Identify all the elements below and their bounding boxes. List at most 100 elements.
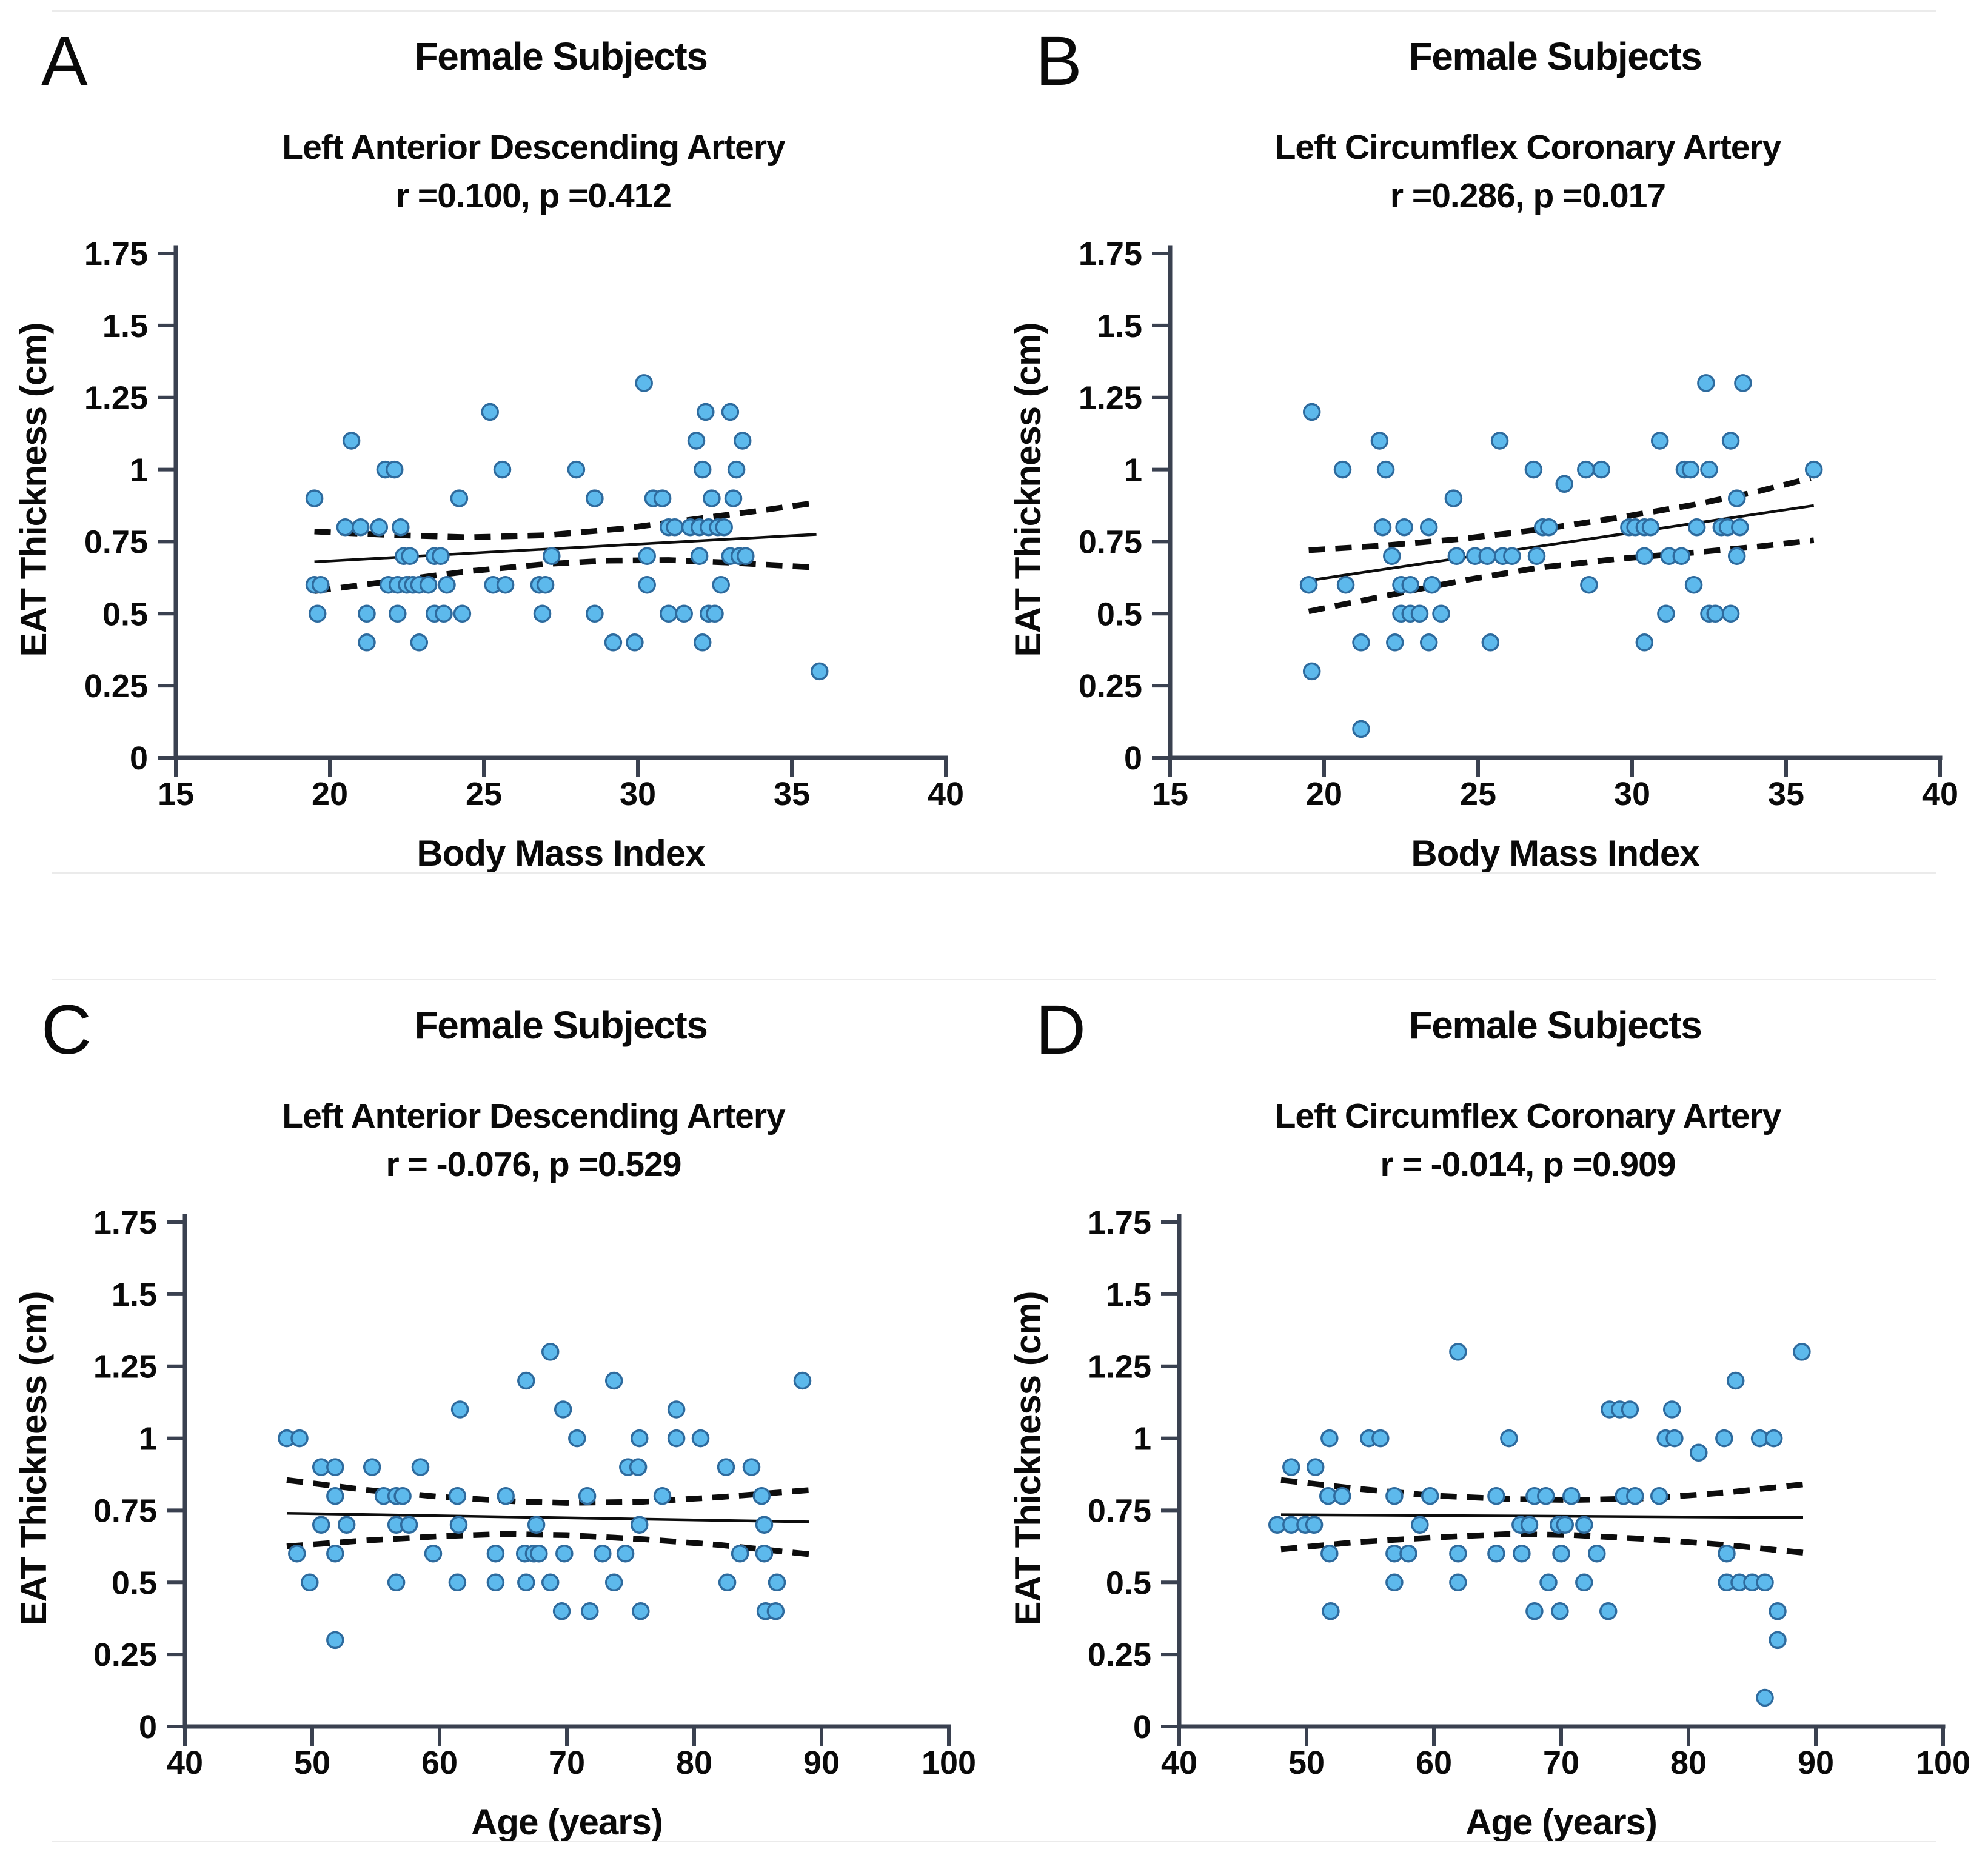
svg-text:0.5: 0.5	[1097, 596, 1142, 632]
svg-text:60: 60	[421, 1745, 458, 1781]
ci-lower-line	[286, 1531, 809, 1557]
panel-a-subtitle: Left Anterior Descending Artery	[282, 128, 785, 167]
svg-text:25: 25	[1460, 776, 1496, 812]
svg-text:1.75: 1.75	[84, 236, 148, 272]
svg-text:50: 50	[294, 1745, 330, 1781]
divider-bottom	[52, 1841, 1936, 1842]
svg-text:0: 0	[1133, 1709, 1151, 1745]
svg-text:80: 80	[1670, 1745, 1707, 1781]
ci-upper-line	[1280, 1477, 1804, 1503]
tick-marks	[1152, 252, 1942, 777]
tick-labels: 0 0.25 0.5 0.75 1 1.25 1.5 1.75 15 20 25 30 35 40	[1079, 236, 1958, 812]
panel-d-subtitle: Left Circumflex Coronary Artery	[1274, 1097, 1782, 1135]
svg-text:30: 30	[620, 776, 656, 812]
svg-text:15: 15	[158, 776, 194, 812]
svg-text:0: 0	[130, 740, 148, 777]
panel-b-stats: r =0.286, p =0.017	[1390, 176, 1666, 215]
tick-labels: 0 0.25 0.5 0.75 1 1.25 1.5 1.75 40 50 60 70 80 90 100	[93, 1205, 976, 1781]
axes	[173, 245, 948, 760]
svg-text:50: 50	[1288, 1745, 1325, 1781]
svg-text:70: 70	[549, 1745, 585, 1781]
panel-c-stats: r = -0.076, p =0.529	[386, 1145, 681, 1184]
tick-labels: 0 0.25 0.5 0.75 1 1.25 1.5 1.75 15 20 25 30 35 40	[84, 236, 964, 812]
svg-text:0.5: 0.5	[1106, 1565, 1151, 1601]
y-axis-title: EAT Thickness (cm)	[1008, 1291, 1048, 1625]
panel-a-title: Female Subjects	[414, 35, 708, 78]
svg-text:100: 100	[922, 1745, 976, 1781]
panel-letter-a: A	[41, 22, 88, 100]
axes	[1168, 245, 1943, 760]
svg-text:1.75: 1.75	[93, 1205, 157, 1241]
fit-line	[286, 1511, 809, 1523]
svg-text:0.25: 0.25	[1079, 668, 1142, 704]
svg-text:0: 0	[139, 1709, 157, 1745]
svg-text:0.75: 0.75	[1088, 1493, 1151, 1529]
svg-text:0.25: 0.25	[84, 668, 148, 704]
svg-text:40: 40	[1161, 1745, 1197, 1781]
x-axis-title: Age (years)	[471, 1802, 663, 1841]
svg-text:70: 70	[1543, 1745, 1579, 1781]
panel-c: C Female Subjects Left Anterior Descendi…	[0, 980, 994, 1842]
panel-d-title: Female Subjects	[1408, 1003, 1702, 1047]
tick-marks	[1161, 1220, 1945, 1746]
panel-a-stats: r =0.100, p =0.412	[395, 176, 672, 215]
x-axis-title: Body Mass Index	[417, 833, 705, 872]
panel-c-subtitle: Left Anterior Descending Artery	[282, 1097, 785, 1135]
svg-text:1: 1	[139, 1421, 157, 1457]
svg-text:60: 60	[1416, 1745, 1452, 1781]
panel-letter-d: D	[1036, 991, 1086, 1069]
panel-d: D Female Subjects Left Circumflex Corona…	[994, 980, 1988, 1842]
panel-b-title: Female Subjects	[1408, 35, 1702, 78]
svg-text:35: 35	[774, 776, 810, 812]
data-points	[1299, 374, 1823, 738]
divider-top	[52, 10, 1936, 12]
svg-text:15: 15	[1152, 776, 1188, 812]
x-axis-title: Body Mass Index	[1411, 833, 1699, 872]
axis-titles: Age (years) EAT Thickness (cm)	[1008, 1291, 1658, 1841]
panel-a: A Female Subjects Left Anterior Descendi…	[0, 11, 994, 873]
svg-text:1.5: 1.5	[112, 1277, 157, 1313]
svg-text:90: 90	[1798, 1745, 1834, 1781]
tick-marks	[167, 1220, 951, 1746]
fit-line	[1280, 1513, 1804, 1519]
y-axis-title: EAT Thickness (cm)	[13, 323, 54, 657]
svg-text:1.75: 1.75	[1079, 236, 1142, 272]
svg-text:20: 20	[312, 776, 348, 812]
svg-text:0.5: 0.5	[102, 596, 148, 632]
svg-text:40: 40	[1922, 776, 1958, 812]
axis-titles: Body Mass Index EAT Thickness (cm)	[1008, 323, 1700, 872]
data-points	[305, 374, 829, 681]
axes	[182, 1214, 951, 1729]
svg-text:100: 100	[1916, 1745, 1970, 1781]
svg-text:1.5: 1.5	[1106, 1277, 1151, 1313]
svg-text:40: 40	[928, 776, 964, 812]
svg-text:1: 1	[1124, 452, 1142, 489]
scatter-chart-a: 0 0.25 0.5 0.75 1 1.25 1.5 1.75 15 20 25 30 35 40 Body…	[13, 236, 964, 872]
panel-d-stats: r = -0.014, p =0.909	[1380, 1145, 1676, 1184]
svg-text:35: 35	[1768, 776, 1804, 812]
y-axis-title: EAT Thickness (cm)	[13, 1291, 54, 1625]
svg-text:1.25: 1.25	[93, 1349, 157, 1385]
scatter-chart-b: 0 0.25 0.5 0.75 1 1.25 1.5 1.75 15 20 25 30 35 40 Body…	[1008, 236, 1958, 872]
svg-text:1.5: 1.5	[102, 308, 148, 344]
panel-letter-c: C	[41, 991, 92, 1069]
svg-text:1.5: 1.5	[1097, 308, 1142, 344]
svg-text:0: 0	[1124, 740, 1142, 777]
svg-text:90: 90	[803, 1745, 840, 1781]
svg-text:1.25: 1.25	[1079, 380, 1142, 416]
panel-b: B Female Subjects Left Circumflex Corona…	[994, 11, 1988, 873]
tick-labels: 0 0.25 0.5 0.75 1 1.25 1.5 1.75 40 50 60 70 80 90 100	[1088, 1205, 1970, 1781]
axis-titles: Age (years) EAT Thickness (cm)	[13, 1291, 663, 1841]
svg-text:0.75: 0.75	[93, 1493, 157, 1529]
svg-text:1.75: 1.75	[1088, 1205, 1151, 1241]
svg-text:0.75: 0.75	[84, 524, 148, 560]
panel-b-subtitle: Left Circumflex Coronary Artery	[1274, 128, 1782, 167]
divider-row2-top	[52, 979, 1936, 980]
svg-text:0.75: 0.75	[1079, 524, 1142, 560]
ci-lower-line	[1280, 1531, 1804, 1556]
svg-text:80: 80	[676, 1745, 712, 1781]
scatter-chart-d: 0 0.25 0.5 0.75 1 1.25 1.5 1.75 40 50 60 70 80 90 100 A…	[1008, 1205, 1970, 1841]
panel-letter-b: B	[1036, 22, 1082, 100]
svg-text:0.25: 0.25	[1088, 1637, 1151, 1673]
